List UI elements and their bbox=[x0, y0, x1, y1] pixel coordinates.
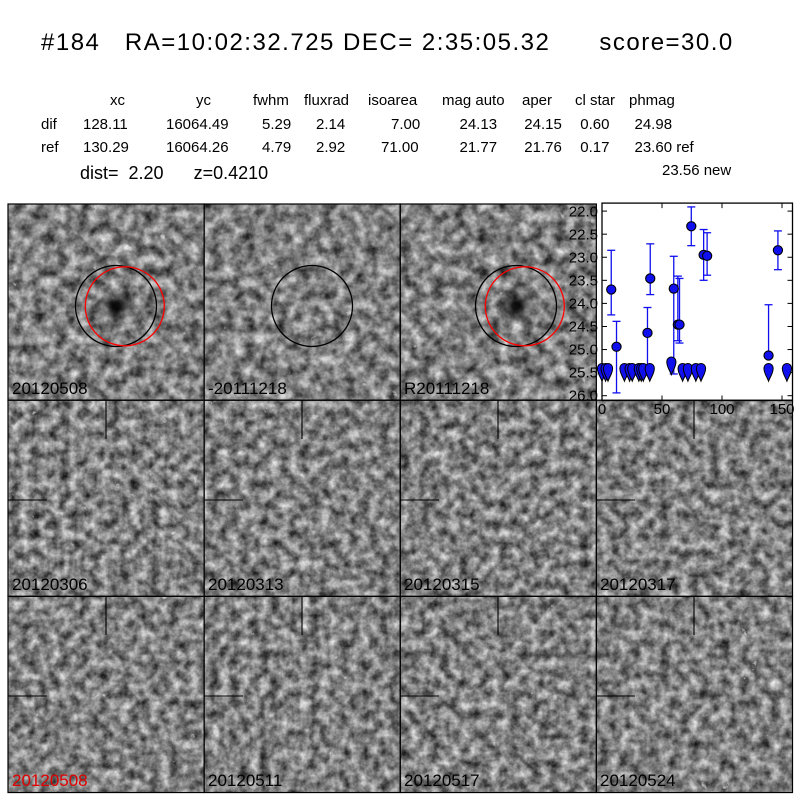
svg-text:20120508: 20120508 bbox=[12, 379, 88, 398]
svg-text:23.5: 23.5 bbox=[569, 273, 598, 290]
svg-text:20120313: 20120313 bbox=[208, 575, 284, 594]
svg-text:24.5: 24.5 bbox=[569, 319, 598, 336]
svg-text:22.5: 22.5 bbox=[569, 227, 598, 244]
svg-text:20120524: 20120524 bbox=[600, 771, 676, 790]
svg-text:20120315: 20120315 bbox=[404, 575, 480, 594]
svg-text:-20111218: -20111218 bbox=[208, 379, 287, 398]
svg-text:20120317: 20120317 bbox=[600, 575, 676, 594]
svg-text:R20111218: R20111218 bbox=[404, 379, 489, 398]
svg-text:20120511: 20120511 bbox=[208, 771, 282, 790]
svg-text:20120306: 20120306 bbox=[12, 575, 88, 594]
svg-text:24.0: 24.0 bbox=[569, 296, 598, 313]
svg-text:25.0: 25.0 bbox=[569, 342, 598, 359]
svg-text:25.5: 25.5 bbox=[569, 365, 598, 382]
svg-text:23.0: 23.0 bbox=[569, 250, 598, 267]
svg-text:22.0: 22.0 bbox=[569, 204, 598, 221]
svg-text:20120508: 20120508 bbox=[12, 771, 88, 790]
svg-text:20120517: 20120517 bbox=[404, 771, 480, 790]
